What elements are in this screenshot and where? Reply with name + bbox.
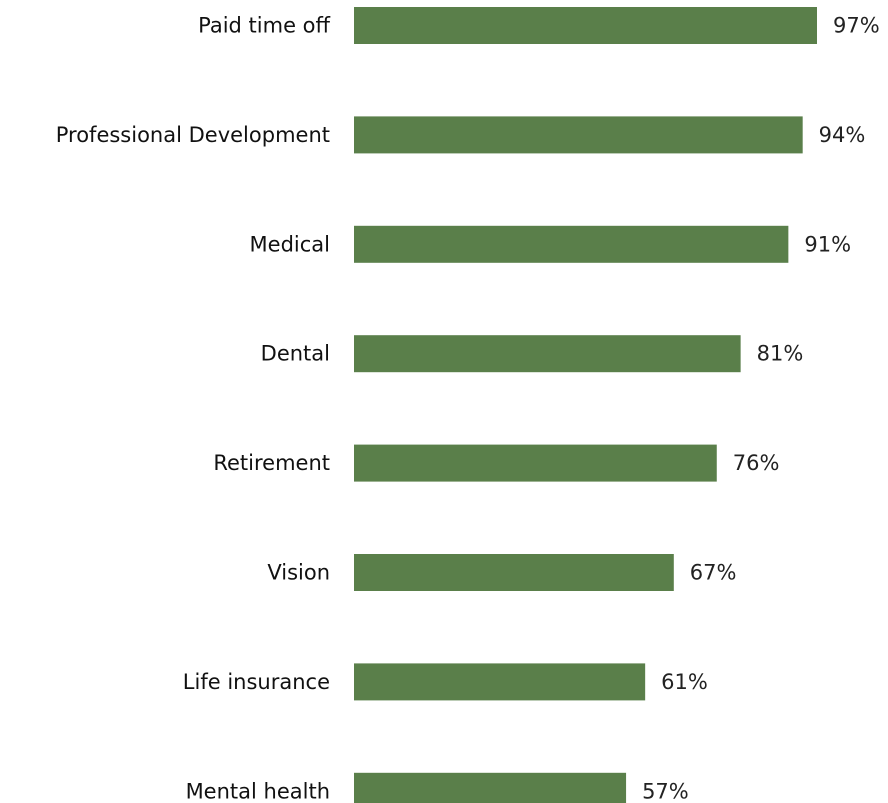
bar <box>354 663 646 701</box>
bar <box>354 772 627 803</box>
value-label: 97% <box>833 14 880 38</box>
value-label: 94% <box>819 123 866 147</box>
bars-group: Paid time off 97% Professional Development… <box>56 7 880 803</box>
category-label: Retirement <box>213 451 330 475</box>
value-label: 67% <box>690 561 737 585</box>
value-label: 91% <box>804 232 851 256</box>
bar <box>354 225 789 263</box>
value-label: 57% <box>642 779 689 803</box>
bar <box>354 335 741 373</box>
value-label: 61% <box>661 670 708 694</box>
bar <box>354 444 717 482</box>
value-label: 76% <box>733 451 780 475</box>
value-label: 81% <box>757 342 804 366</box>
bar <box>354 7 817 44</box>
category-label: Professional Development <box>56 123 330 147</box>
category-label: Dental <box>261 342 330 366</box>
category-label: Vision <box>267 561 330 585</box>
category-label: Paid time off <box>198 14 330 38</box>
bar <box>354 116 803 154</box>
category-label: Mental health <box>186 779 330 803</box>
category-label: Life insurance <box>183 670 330 694</box>
bar <box>354 554 674 591</box>
category-label: Medical <box>250 232 330 256</box>
